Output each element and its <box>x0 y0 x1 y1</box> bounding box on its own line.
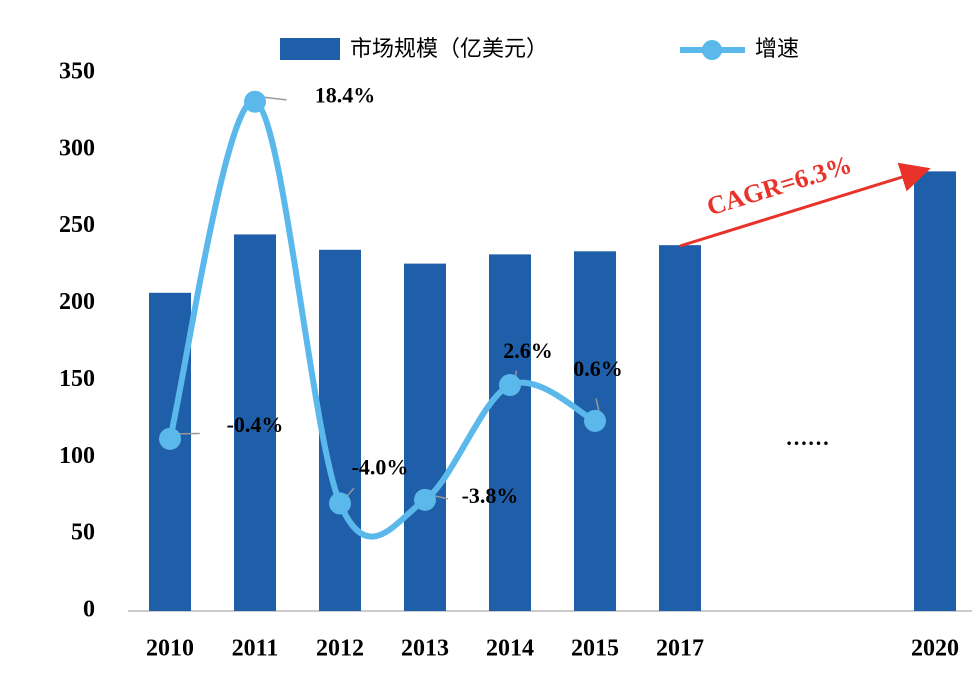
legend-swatch-bar <box>280 38 340 60</box>
data-label: -4.0% <box>352 454 409 479</box>
x-tick-label: 2013 <box>401 636 449 662</box>
cagr-arrow <box>679 162 931 248</box>
data-label: 2.6% <box>503 338 553 363</box>
bar <box>659 245 701 611</box>
bar <box>914 171 956 611</box>
y-tick-label: 50 <box>71 520 95 546</box>
bar <box>319 249 361 611</box>
bar <box>404 263 446 611</box>
annotation: CAGR=6.3% <box>703 150 855 222</box>
y-tick-label: 250 <box>59 212 95 238</box>
data-label: -3.8% <box>462 483 519 508</box>
x-tick-label: 2020 <box>911 636 959 662</box>
data-label: 18.4% <box>315 83 376 108</box>
legend-swatch-marker <box>702 40 722 60</box>
point <box>414 488 436 511</box>
x-tick-label: 2015 <box>571 636 619 662</box>
x-tick-label: 2014 <box>486 636 534 662</box>
y-tick-label: 300 <box>59 135 95 161</box>
y-tick-label: 100 <box>59 443 95 469</box>
point <box>244 90 266 113</box>
y-tick-label: 350 <box>59 59 95 85</box>
bar <box>489 254 531 611</box>
x-tick-label: 2010 <box>146 636 194 662</box>
x-tick-label: 2017 <box>656 636 704 662</box>
point <box>329 492 351 515</box>
data-label: -0.4% <box>227 412 284 437</box>
data-label: 0.6% <box>573 356 623 381</box>
x-tick-label: 2011 <box>232 636 279 662</box>
point <box>499 374 521 397</box>
legend-label: 增速 <box>755 37 799 62</box>
bar <box>234 234 276 611</box>
bar <box>149 292 191 611</box>
point <box>584 409 606 432</box>
x-tick-label: 2012 <box>316 636 364 662</box>
y-tick-label: 150 <box>59 366 95 392</box>
point <box>159 427 181 450</box>
y-tick-label: 0 <box>83 597 95 623</box>
legend-label: 市场规模（亿美元） <box>350 37 548 62</box>
y-tick-label: 200 <box>59 289 95 315</box>
annotation: …… <box>786 425 830 450</box>
